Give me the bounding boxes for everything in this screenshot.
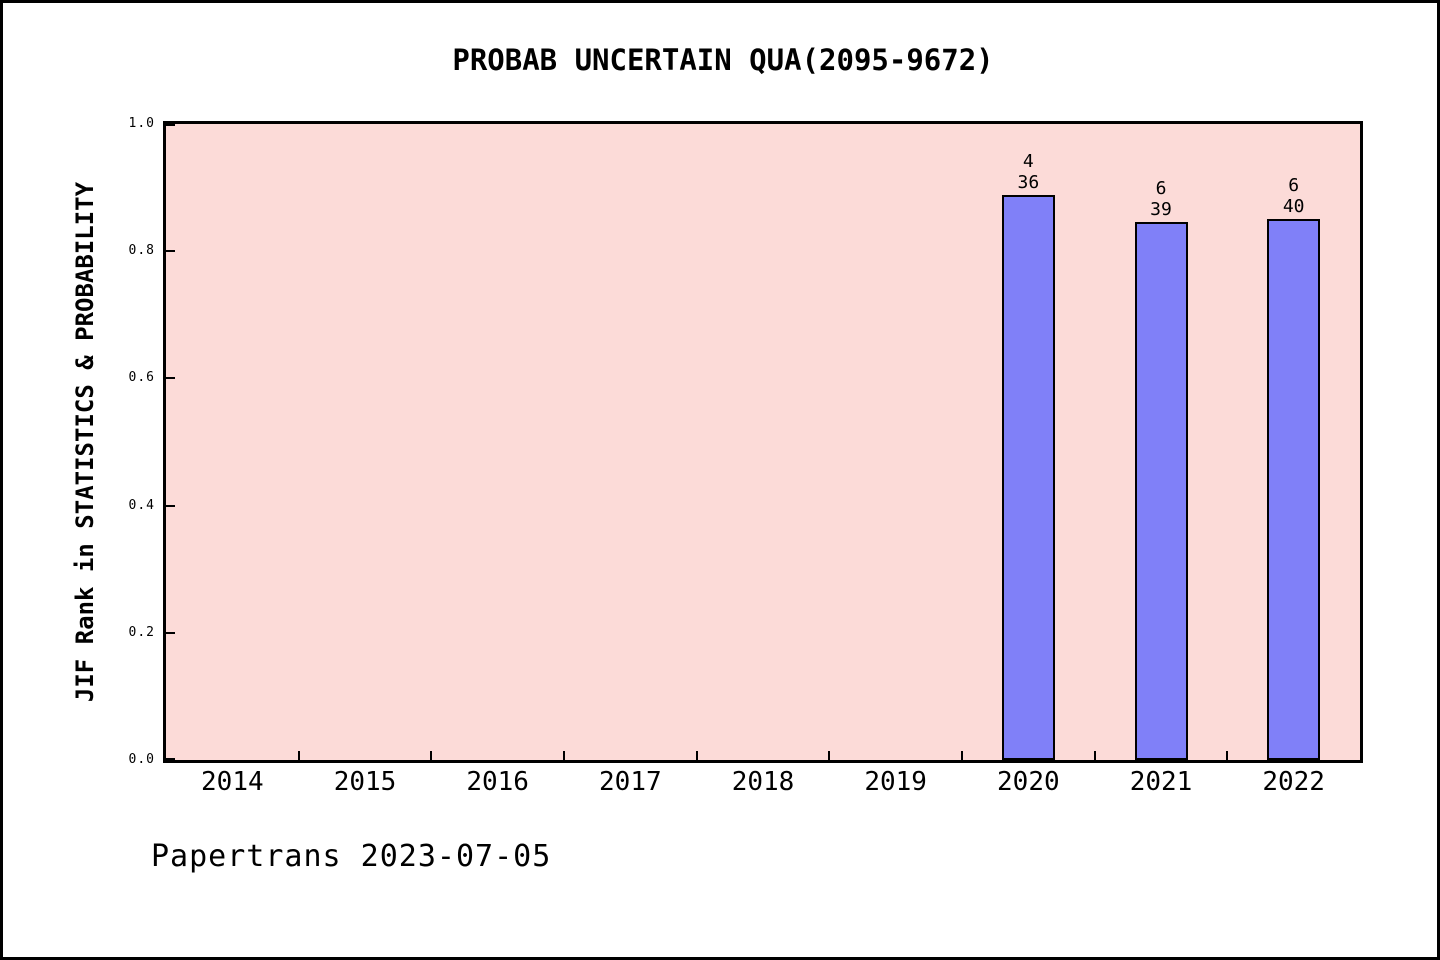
x-tick-label-2014: 2014 bbox=[201, 767, 264, 797]
y-tick-label: 0.8 bbox=[128, 243, 155, 259]
bar-2020 bbox=[1001, 194, 1055, 760]
x-tick-label-2018: 2018 bbox=[731, 767, 795, 797]
x-tick-label-2021: 2021 bbox=[1129, 767, 1193, 797]
x-tick-label-2019: 2019 bbox=[864, 767, 927, 797]
x-tick-mark bbox=[961, 751, 963, 760]
x-tick-mark bbox=[1226, 751, 1229, 760]
bar-rank-value: 6 bbox=[1288, 175, 1300, 197]
x-tick-label-2016: 2016 bbox=[466, 767, 529, 797]
bar-annotation-2020: 4 36 bbox=[983, 151, 1073, 193]
y-tick-label: 0.4 bbox=[128, 497, 155, 513]
y-tick-mark bbox=[166, 250, 175, 253]
y-tick-label: 0.6 bbox=[128, 370, 155, 386]
y-tick-label: 1.0 bbox=[128, 116, 155, 131]
x-tick-mark bbox=[563, 751, 565, 760]
bar-2022 bbox=[1267, 219, 1321, 760]
y-tick-mark bbox=[166, 504, 175, 507]
bar-total-value: 39 bbox=[1150, 198, 1172, 220]
y-tick-mark bbox=[166, 377, 175, 380]
x-tick-label-2022: 2022 bbox=[1262, 767, 1325, 797]
bar-annotation-2022: 6 40 bbox=[1249, 175, 1339, 217]
y-tick-mark bbox=[166, 758, 175, 760]
bar-2021 bbox=[1134, 221, 1188, 760]
x-tick-label-2015: 2015 bbox=[333, 767, 397, 797]
plot-area: 4 36 6 39 6 40 bbox=[163, 121, 1363, 763]
bar-total-value: 40 bbox=[1282, 196, 1305, 218]
y-tick-label: 0.0 bbox=[128, 752, 155, 767]
chart-title: PROBAB UNCERTAIN QUA(2095-9672) bbox=[452, 43, 994, 77]
bar-rank-value: 6 bbox=[1155, 177, 1167, 199]
x-tick-mark bbox=[1093, 751, 1096, 760]
bar-total-value: 36 bbox=[1017, 171, 1040, 193]
x-tick-mark bbox=[828, 751, 831, 760]
footer-text: Papertrans 2023-07-05 bbox=[151, 839, 552, 874]
bar-annotation-2021: 6 39 bbox=[1116, 178, 1206, 220]
bar-rank-value: 4 bbox=[1022, 150, 1034, 172]
x-tick-mark bbox=[430, 751, 433, 760]
x-tick-mark bbox=[297, 751, 300, 760]
x-tick-label-2017: 2017 bbox=[599, 767, 662, 797]
x-tick-label-2020: 2020 bbox=[997, 767, 1060, 797]
y-tick-label: 0.2 bbox=[128, 624, 155, 640]
y-tick-mark bbox=[166, 124, 175, 126]
y-tick-mark bbox=[166, 631, 175, 634]
x-tick-mark bbox=[695, 751, 698, 760]
